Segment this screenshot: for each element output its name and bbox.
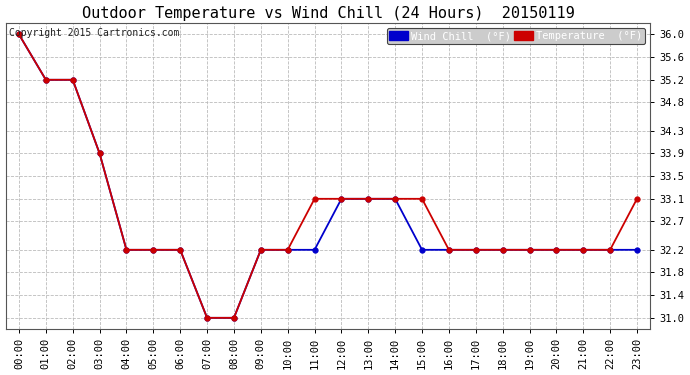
- Legend: Wind Chill  (°F), Temperature  (°F): Wind Chill (°F), Temperature (°F): [387, 28, 645, 44]
- Title: Outdoor Temperature vs Wind Chill (24 Hours)  20150119: Outdoor Temperature vs Wind Chill (24 Ho…: [81, 6, 574, 21]
- Text: Copyright 2015 Cartronics.com: Copyright 2015 Cartronics.com: [9, 28, 179, 38]
